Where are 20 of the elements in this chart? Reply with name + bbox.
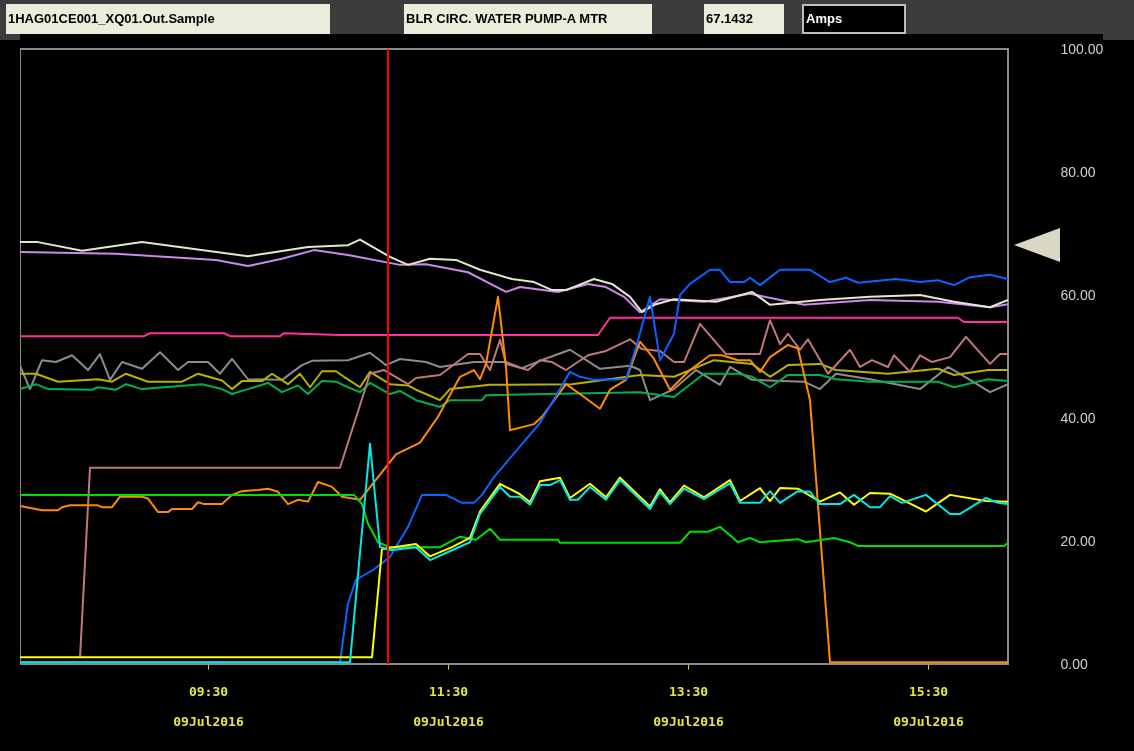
y-tick-label: 60.00	[1060, 286, 1096, 303]
text: 67.1432	[704, 4, 784, 34]
y-tick-label: 100.00	[1060, 40, 1104, 57]
y-tick-label: 80.00	[1060, 163, 1096, 180]
line-series	[20, 493, 1008, 549]
y-tick-label: 40.00	[1060, 409, 1096, 426]
y-tick-label: 0.00	[1060, 655, 1088, 672]
x-tick-label: 11:30 09Jul2016	[413, 683, 484, 729]
x-tick-label: 15:30 09Jul2016	[893, 683, 964, 729]
line-series	[20, 476, 1008, 659]
y-axis-title: Amps	[802, 4, 906, 34]
line-series	[20, 316, 1008, 338]
line-series	[20, 372, 1008, 408]
line-series	[20, 359, 1008, 402]
x-tick-label: 13:30 09Jul2016	[653, 683, 724, 729]
x-tick-label: 09:30 09Jul2016	[173, 683, 244, 729]
chart-title: 1HAG01CE001_XQ01.Out.Sample	[6, 4, 330, 34]
chart-subtitle: BLR CIRC. WATER PUMP-A MTR	[404, 4, 652, 34]
line-series	[20, 442, 1008, 664]
y-tick-label: 20.00	[1060, 532, 1096, 549]
